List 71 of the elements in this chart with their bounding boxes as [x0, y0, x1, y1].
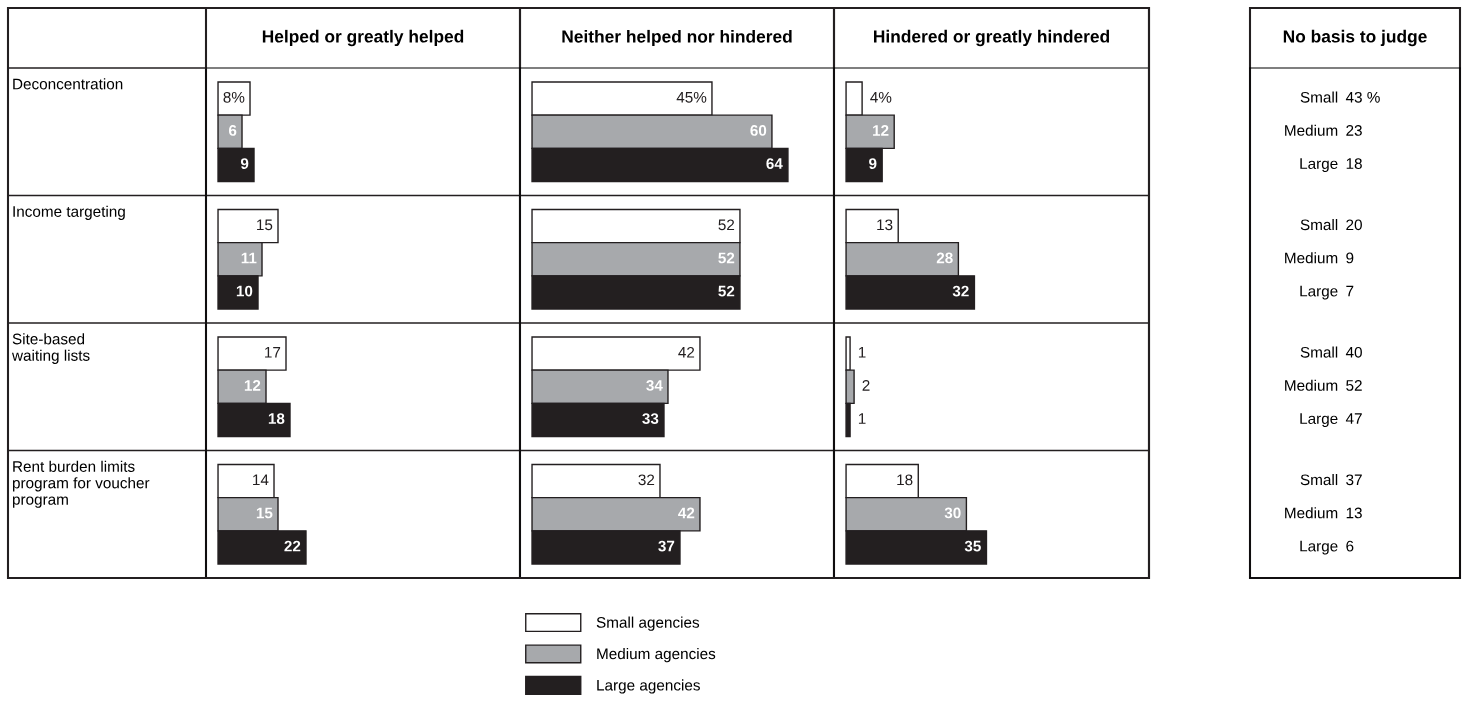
data-label: 60 [750, 125, 767, 136]
chart-title: Neither helped nor hindered [562, 29, 792, 47]
text: 23 [1346, 125, 1362, 136]
data-label: 32 [638, 474, 655, 486]
data-label: 1 [858, 413, 866, 424]
text: Small [1300, 218, 1338, 231]
data-label: 33 [642, 413, 659, 425]
y-tick-label: Site-based waiting lists [11, 333, 90, 364]
text: Medium [1285, 379, 1338, 391]
text: 47 [1345, 413, 1362, 424]
data-label: 4% [870, 91, 892, 103]
text: 43 % [1345, 91, 1380, 103]
data-label: 30 [944, 507, 961, 519]
text: Large [1300, 158, 1338, 173]
data-label: 37 [658, 540, 675, 552]
data-label: 18 [897, 474, 913, 486]
text: Large [1300, 540, 1338, 555]
data-label: 52 [718, 285, 735, 297]
text: No basis to judge [1283, 29, 1427, 47]
legend-label: Large agencies [597, 679, 700, 694]
y-tick-label: Rent burden limits program for voucher program [12, 460, 150, 508]
data-label: 52 [718, 252, 735, 264]
text: Large [1300, 285, 1338, 300]
data-label: 13 [877, 219, 893, 231]
data-label: 17 [265, 347, 281, 358]
data-label: 11 [241, 252, 257, 264]
data-label: 42 [678, 346, 695, 358]
data-label: 12 [244, 380, 261, 391]
text: Large [1300, 413, 1338, 428]
data-label: 45% [676, 91, 707, 103]
data-label: 42 [678, 507, 695, 519]
data-label: 2 [862, 380, 870, 391]
text: 37 [1346, 474, 1362, 486]
data-label: 1 [858, 347, 866, 358]
text: Helped or greatly helped [262, 29, 464, 47]
data-label: 9 [240, 158, 249, 169]
text: 7 [1346, 285, 1354, 297]
y-tick-label: Income targeting [13, 205, 125, 220]
data-label: 15 [256, 507, 273, 519]
text: 6 [1346, 540, 1354, 552]
text: 20 [1346, 219, 1362, 231]
text: Small [1300, 346, 1338, 358]
data-label: 9 [869, 158, 877, 169]
text: Medium [1285, 252, 1338, 264]
text: 13 [1346, 507, 1362, 519]
data-label: 8% [223, 91, 245, 103]
text: 52 [1346, 380, 1362, 391]
text: Small [1300, 91, 1338, 103]
data-label: 18 [268, 413, 285, 424]
text: Medium [1285, 124, 1338, 136]
text: 9 [1346, 252, 1354, 264]
data-label: 28 [936, 252, 953, 264]
data-label: 10 [236, 285, 253, 297]
text: 40 [1345, 346, 1362, 358]
text: Medium [1285, 507, 1338, 519]
data-label: 12 [873, 125, 889, 136]
data-label: 34 [646, 380, 663, 391]
data-label: 52 [718, 219, 735, 231]
y-tick-label: Deconcentration [13, 78, 123, 90]
data-label: 14 [253, 474, 269, 486]
data-label: 22 [284, 540, 301, 552]
data-label: 64 [766, 158, 783, 169]
data-label: 35 [964, 540, 981, 552]
text: 18 [1346, 158, 1362, 169]
data-label: 15 [257, 219, 273, 231]
legend-label: Small agencies [596, 616, 700, 631]
data-label: 6 [228, 125, 237, 136]
legend-label: Medium agencies [597, 647, 716, 663]
chart-title: Hindered or greatly hindered [874, 29, 1110, 47]
data-label: 32 [952, 285, 969, 297]
text: Small [1300, 473, 1338, 486]
